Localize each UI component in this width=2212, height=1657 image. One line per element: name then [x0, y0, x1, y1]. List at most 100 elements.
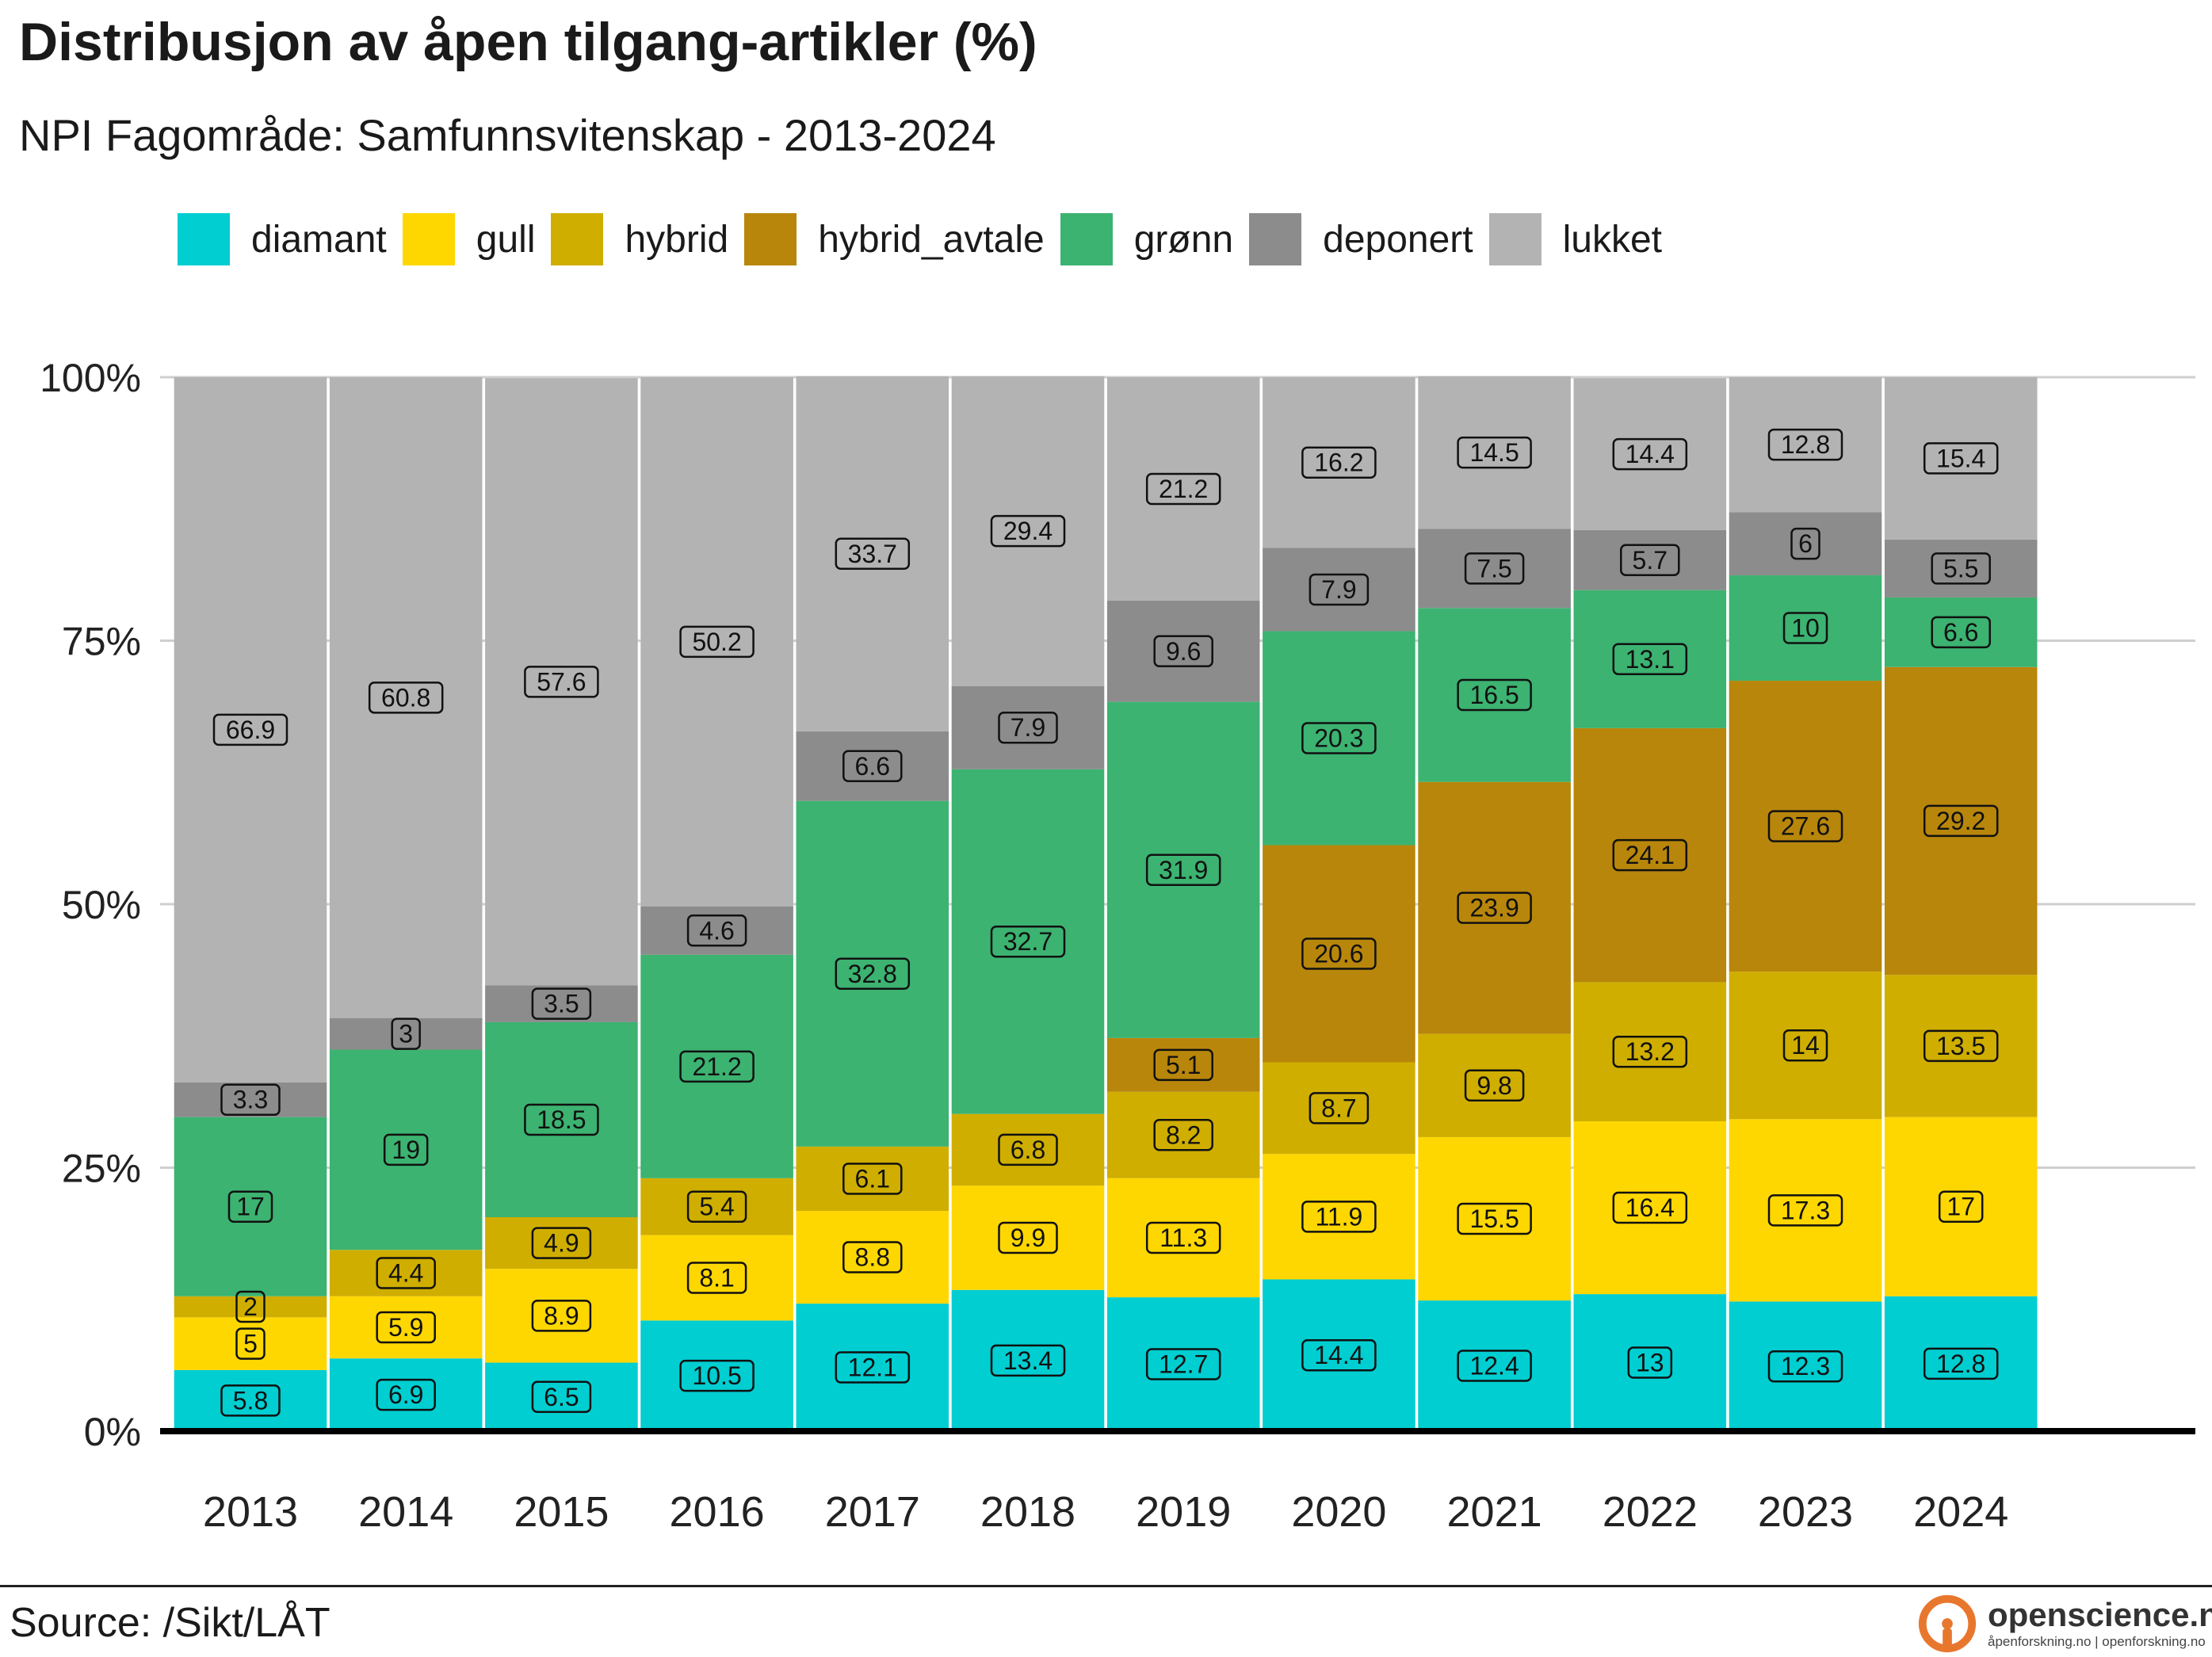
bar-segment-lukket-2019 [1106, 377, 1260, 601]
data-label-box [376, 1257, 436, 1289]
bar-segment-diamant-2013 [174, 1369, 327, 1431]
data-label: 8.8 [855, 1243, 890, 1272]
x-tick-label: 2016 [670, 1488, 765, 1536]
data-label-box [376, 1311, 436, 1344]
bar-segment-grønn-2023 [1729, 575, 1882, 682]
data-label: 13.5 [1936, 1032, 1985, 1060]
bar-segment-diamant-2017 [796, 1304, 949, 1431]
data-label-box [531, 1227, 592, 1259]
chart-subtitle: NPI Fagområde: Samfunnsvitenskap - 2013-… [19, 110, 996, 160]
bar-segment-diamant-2019 [1106, 1297, 1260, 1431]
data-label: 32.8 [848, 960, 897, 988]
data-label: 15.4 [1936, 444, 1985, 472]
legend-item-lukket: lukket [1488, 213, 1662, 265]
data-label: 29.2 [1936, 807, 1985, 835]
data-label-box [835, 957, 911, 991]
brand-tagline: åpenforskning.no | openforskning.no [1988, 1634, 2206, 1649]
chart-title: Distribusjon av åpen tilgang-artikler (%… [19, 12, 1037, 72]
bar-segment-deponert-2016 [640, 906, 793, 955]
bar-segment-hybrid-2022 [1573, 982, 1727, 1121]
data-label-box [998, 711, 1058, 744]
data-label: 2 [243, 1292, 258, 1321]
bar-segment-grønn-2020 [1263, 631, 1415, 846]
data-label-box [212, 713, 288, 746]
data-label-box [1301, 937, 1377, 970]
x-tick-label: 2021 [1447, 1488, 1542, 1536]
data-label: 5.9 [388, 1313, 423, 1342]
data-label: 4.4 [388, 1259, 423, 1288]
bar-segment-lukket-2020 [1263, 377, 1415, 548]
bar-segment-deponert-2017 [796, 731, 949, 801]
bar-segment-hybrid-2013 [174, 1296, 327, 1318]
data-label-box [220, 1083, 281, 1116]
data-label-box [1308, 1092, 1370, 1124]
bar-segment-lukket-2024 [1884, 377, 2038, 540]
bar-segment-lukket-2014 [329, 377, 483, 1018]
data-label-box [1612, 1191, 1688, 1224]
logo-stem [1943, 1628, 1952, 1652]
legend-swatch [744, 213, 797, 265]
data-label: 14.5 [1469, 438, 1519, 467]
data-label-box [531, 1380, 592, 1414]
data-label-box [1931, 552, 1991, 585]
data-label-box [835, 537, 911, 571]
data-label-box [391, 1017, 421, 1050]
data-label: 8.9 [544, 1301, 579, 1330]
data-label: 50.2 [692, 628, 741, 656]
data-label-box [686, 1262, 747, 1294]
bar-segment-grønn-2013 [174, 1117, 327, 1296]
x-tick-label: 2019 [1136, 1488, 1231, 1536]
data-label: 3.5 [544, 990, 579, 1018]
bar-segment-lukket-2022 [1573, 378, 1727, 530]
x-tick-label: 2023 [1758, 1488, 1853, 1536]
data-label-box [998, 1133, 1058, 1166]
data-label: 8.7 [1321, 1094, 1356, 1122]
data-label: 17 [1946, 1193, 1975, 1221]
data-label: 5.4 [699, 1193, 734, 1221]
data-label-box [1923, 804, 1999, 838]
data-label-box [1457, 1350, 1532, 1382]
data-label: 13.1 [1626, 645, 1675, 674]
footer-divider [0, 1585, 2212, 1587]
brand-logo: openscience.no åpenforskning.no | openfo… [1916, 1593, 2212, 1655]
bar-segment-hybrid_avtale-2020 [1263, 845, 1415, 1063]
x-tick-label: 2018 [980, 1488, 1075, 1536]
bar-segment-diamant-2016 [640, 1320, 793, 1431]
bar-segment-gull-2018 [951, 1185, 1105, 1290]
data-label: 32.7 [1003, 927, 1053, 956]
y-tick-label: 0% [84, 1410, 141, 1454]
data-label-box [1612, 838, 1688, 872]
data-label-box [1457, 678, 1532, 712]
legend-swatch [1060, 213, 1113, 265]
data-label: 31.9 [1159, 856, 1208, 884]
bar-segment-diamant-2024 [1884, 1296, 2038, 1431]
legend-label: gull [476, 218, 536, 261]
data-label: 5.1 [1166, 1051, 1201, 1079]
bar-segment-deponert-2014 [329, 1017, 483, 1050]
data-label: 11.3 [1159, 1224, 1207, 1252]
bar-segment-diamant-2018 [951, 1289, 1105, 1431]
data-label-box [1301, 1201, 1377, 1233]
legend-item-gull: gull [402, 213, 536, 265]
data-label: 24.1 [1626, 841, 1675, 869]
data-label-box [376, 1378, 436, 1411]
y-tick-label: 50% [62, 883, 141, 927]
data-label: 6.6 [1943, 618, 1978, 647]
data-label-box [1153, 635, 1213, 668]
bar-segment-diamant-2015 [485, 1362, 638, 1431]
y-tick-label: 25% [62, 1147, 141, 1191]
data-label: 66.9 [226, 716, 275, 744]
data-label: 29.4 [1003, 517, 1053, 545]
bar-segment-gull-2024 [1884, 1117, 2038, 1296]
bar-segment-deponert-2021 [1418, 529, 1571, 609]
data-label-box [1301, 722, 1377, 754]
data-label: 6.6 [855, 752, 890, 781]
bar-segment-gull-2017 [796, 1211, 949, 1304]
legend-item-grønn: grønn [1060, 213, 1233, 265]
data-label-box [1938, 1190, 1984, 1223]
bar-segment-hybrid-2019 [1106, 1091, 1260, 1178]
bar-segment-grønn-2014 [329, 1049, 483, 1250]
data-label: 15.5 [1469, 1205, 1519, 1233]
data-label-box [368, 682, 444, 714]
bar-segment-diamant-2020 [1263, 1279, 1415, 1431]
